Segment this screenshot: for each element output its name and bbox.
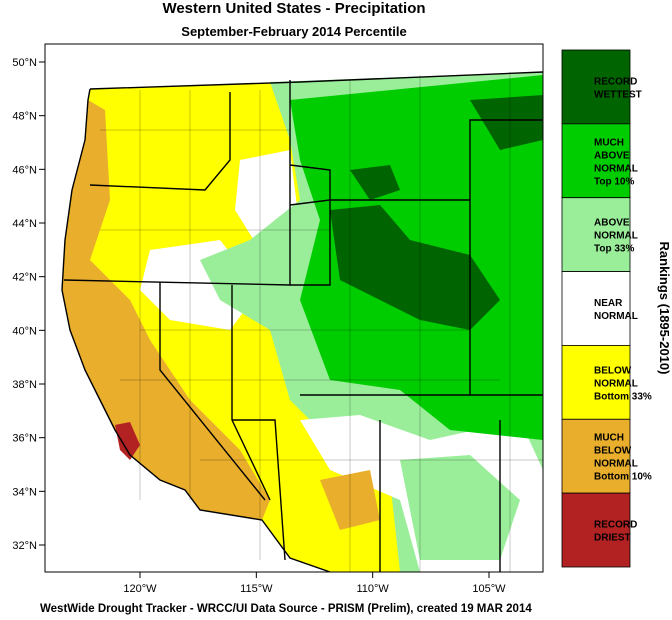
lon-tick-label: 115°W xyxy=(240,583,273,595)
legend-label: NORMAL xyxy=(594,311,638,322)
legend-label: Top 10% xyxy=(594,176,634,187)
legend-label: RECORD xyxy=(594,520,637,531)
state-borders xyxy=(159,282,266,501)
legend-swatch xyxy=(561,197,631,272)
state-borders xyxy=(289,164,331,206)
map-frame xyxy=(44,43,544,573)
lon-tick-label: 120°W xyxy=(123,583,157,595)
state-borders xyxy=(469,119,543,200)
legend-label: NORMAL xyxy=(594,459,638,470)
county-borders xyxy=(100,72,543,572)
lat-tick-label: 50°N xyxy=(12,57,37,69)
title: Western United States - Precipitation xyxy=(162,0,425,17)
record-wettest xyxy=(330,205,500,330)
legend-label: NORMAL xyxy=(594,378,638,389)
legend-label: RECORD xyxy=(594,76,637,87)
lat-tick-label: 36°N xyxy=(12,433,37,445)
legend-title: Rankings (1895-2010) xyxy=(657,242,672,375)
lat-tick-label: 32°N xyxy=(12,540,37,552)
map xyxy=(44,43,544,573)
state-borders xyxy=(89,92,231,191)
lat-tick-label: 46°N xyxy=(12,164,37,176)
record-driest xyxy=(115,422,140,460)
legend-label: NEAR xyxy=(594,298,623,309)
legend-swatch xyxy=(561,418,631,494)
legend-label: NORMAL xyxy=(594,163,638,174)
legend-swatch xyxy=(561,49,631,125)
record-wettest xyxy=(350,165,400,200)
lat-tick-label: 38°N xyxy=(12,379,37,391)
footer: WestWide Drought Tracker - WRCC/UI Data … xyxy=(40,603,532,615)
legend-label: ABOVE xyxy=(594,150,630,161)
above-normal xyxy=(400,455,520,560)
legend-label: NORMAL xyxy=(594,231,638,242)
legend-label: BELOW xyxy=(594,365,632,376)
legend-swatch xyxy=(561,492,631,568)
legend-swatch xyxy=(561,271,631,346)
state-borders xyxy=(232,419,286,561)
legend-label: DRIEST xyxy=(594,533,631,544)
legend-swatch xyxy=(561,123,631,199)
subtitle: September-February 2014 Percentile xyxy=(181,24,406,39)
lat-tick-label: 42°N xyxy=(12,272,37,284)
legend-label: MUCH xyxy=(594,433,624,444)
lat-tick-label: 48°N xyxy=(12,111,37,123)
intl-border xyxy=(89,71,543,90)
legend-label: Bottom 10% xyxy=(594,472,652,483)
lat-tick-label: 34°N xyxy=(12,486,37,498)
much-below xyxy=(62,100,270,520)
state-borders xyxy=(290,199,471,396)
lon-tick-label: 110°W xyxy=(357,583,390,595)
legend-label: Top 33% xyxy=(594,244,634,255)
legend-label: ABOVE xyxy=(594,218,630,229)
lat-tick-label: 44°N xyxy=(12,218,37,230)
lat-tick-label: 40°N xyxy=(12,325,37,337)
legend-label: BELOW xyxy=(594,446,632,457)
record-wettest xyxy=(470,95,543,150)
legend-label: WETTEST xyxy=(594,89,642,100)
legend-label: MUCH xyxy=(594,137,624,148)
lon-tick-label: 105°W xyxy=(472,583,506,595)
coast xyxy=(61,88,331,572)
legend-swatch xyxy=(561,345,631,420)
legend-label: Bottom 33% xyxy=(594,391,652,402)
